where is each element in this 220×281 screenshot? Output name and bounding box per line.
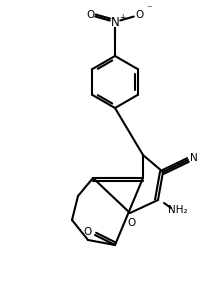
Text: NH₂: NH₂ (168, 205, 188, 215)
Text: ⁻: ⁻ (146, 4, 152, 14)
Text: O: O (86, 10, 94, 20)
Text: O: O (135, 10, 143, 20)
Text: O: O (83, 227, 91, 237)
Text: N: N (111, 15, 119, 28)
Text: N: N (190, 153, 198, 163)
Text: O: O (127, 218, 135, 228)
Text: +: + (119, 12, 125, 22)
